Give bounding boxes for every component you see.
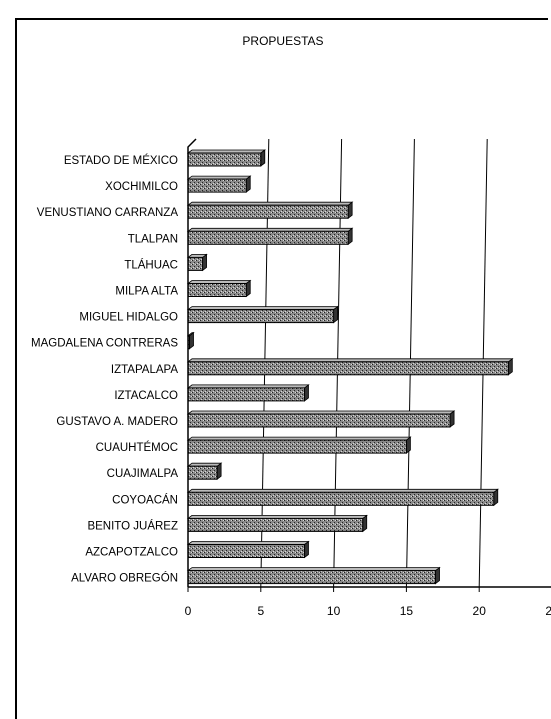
chart-frame xyxy=(15,18,548,719)
axes xyxy=(187,138,551,592)
x-tick-label-15: 15 xyxy=(400,604,414,618)
bar-cuajimalpa xyxy=(186,462,223,481)
bar-milpa-alta xyxy=(186,279,252,298)
category-label: GUSTAVO A. MADERO xyxy=(56,416,178,428)
category-label: BENITO JUÁREZ xyxy=(87,519,178,532)
bar-cuauht-moc xyxy=(186,436,412,454)
category-label: MIGUEL HIDALGO xyxy=(79,312,178,324)
bar-tl-huac xyxy=(186,253,208,272)
x-tick-label-25: 25 xyxy=(545,604,551,618)
bars xyxy=(186,149,514,585)
bar-azcapotzalco xyxy=(186,540,310,559)
category-label: CUAJIMALPA xyxy=(107,468,179,480)
bar-venustiano-carranza xyxy=(186,201,354,219)
x-tick-label-20: 20 xyxy=(473,604,487,618)
category-label: MAGDALENA CONTRERAS xyxy=(31,338,178,350)
bar-tlalpan xyxy=(186,227,354,246)
category-label: ESTADO DE MÉXICO xyxy=(64,154,178,167)
category-labels: ESTADO DE MÉXICO XOCHIMILCO VENUSTIANO CAR… xyxy=(31,154,178,585)
category-label: VENUSTIANO CARRANZA xyxy=(37,207,179,219)
x-tick-label-5: 5 xyxy=(257,604,264,618)
category-label: TLÁHUAC xyxy=(124,258,178,271)
bar-iztapalapa xyxy=(186,357,514,376)
category-label: ALVARO OBREGÓN xyxy=(71,572,178,585)
category-label: IZTACALCO xyxy=(114,390,178,402)
category-label: MILPA ALTA xyxy=(115,286,178,298)
bar-gustavo-a-madero xyxy=(186,410,456,428)
bar-alvaro-obreg-n xyxy=(186,566,441,585)
bar-magdalena-contreras xyxy=(186,331,195,350)
bar-benito-ju-rez xyxy=(186,514,368,533)
category-label: IZTAPALAPA xyxy=(111,364,178,376)
category-label: XOCHIMILCO xyxy=(105,181,178,193)
category-label: AZCAPOTZALCO xyxy=(85,547,178,559)
bar-estado-de-m-xico xyxy=(186,149,266,167)
category-label: TLALPAN xyxy=(128,233,178,245)
x-tick-labels: 0 5 10 15 20 25 xyxy=(185,604,551,618)
bar-xochimilco xyxy=(186,175,252,193)
category-label: CUAUHTÉMOC xyxy=(96,441,178,454)
chart-title: PROPUESTAS xyxy=(242,34,323,48)
bar-miguel-hidalgo xyxy=(186,305,339,324)
bar-iztacalco xyxy=(186,384,310,402)
y-axis xyxy=(187,138,197,587)
x-axis xyxy=(188,586,551,588)
category-label: COYOACÁN xyxy=(112,493,178,506)
bar-coyoac-n xyxy=(186,488,499,507)
x-tick-label-10: 10 xyxy=(327,604,341,618)
x-tick-label-0: 0 xyxy=(185,604,192,618)
